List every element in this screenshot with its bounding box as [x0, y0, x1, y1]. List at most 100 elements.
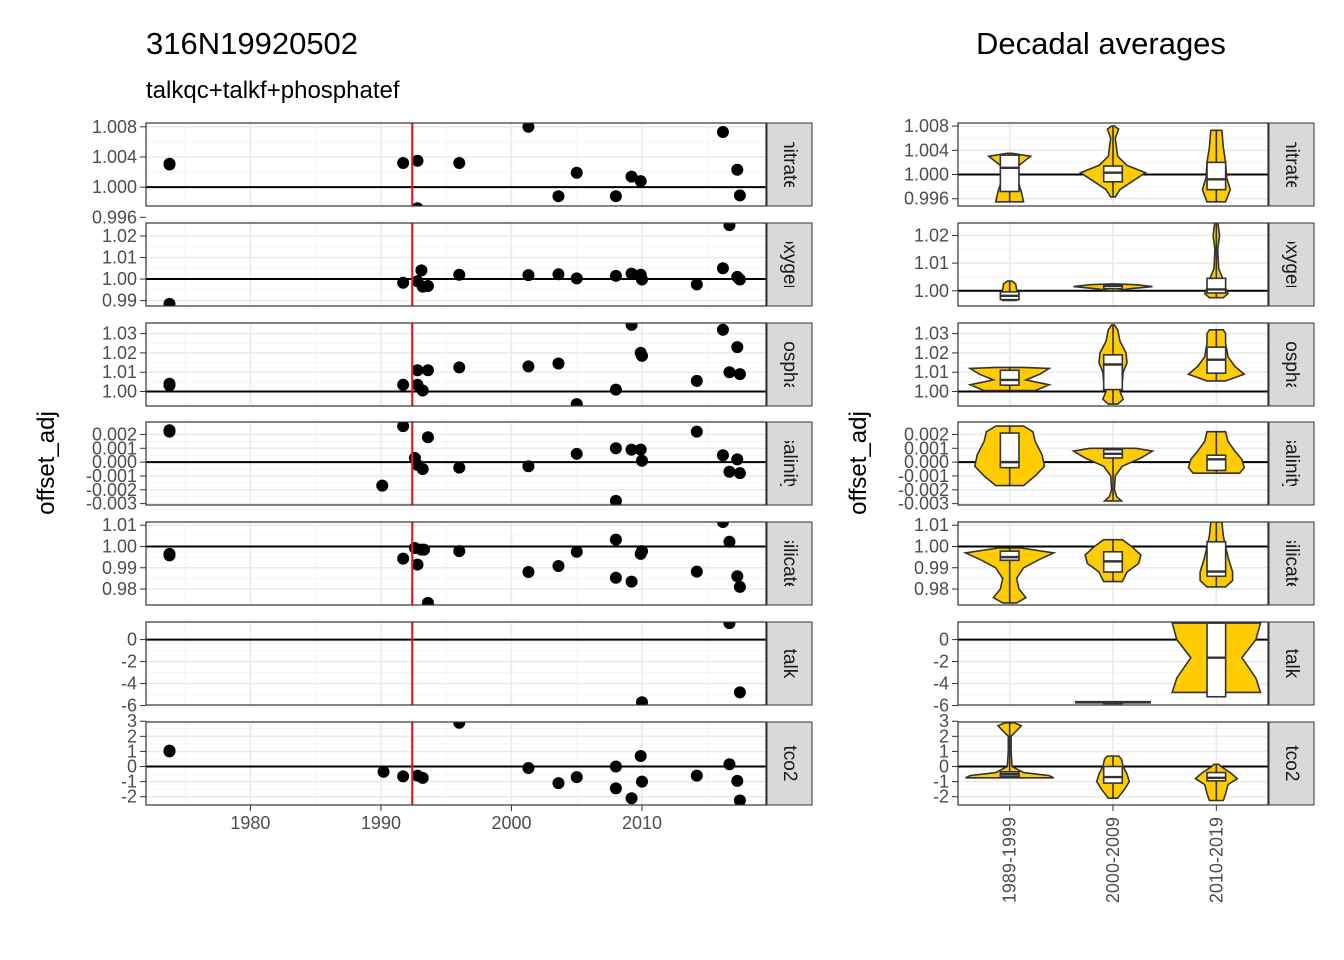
box-iqr: [1206, 622, 1227, 698]
data-point: [397, 770, 410, 783]
facet-strip-right-4: [1268, 521, 1315, 606]
data-point: [690, 278, 703, 291]
data-point: [733, 368, 746, 381]
facet-strip-left-4: [766, 521, 813, 606]
data-point: [733, 686, 746, 699]
timeseries-panel-talk: -6-4-20 talk: [121, 621, 813, 716]
data-point: [411, 558, 424, 571]
facet-strip-label: salinity: [779, 434, 800, 493]
panel-border: [957, 122, 1269, 207]
facet-strip-left-6: [766, 721, 813, 806]
data-point: [625, 792, 638, 805]
data-point: [716, 522, 729, 528]
y-tick-label-right-0: 1.000: [904, 164, 949, 184]
y-tick-label-left-3: 0.001: [92, 438, 137, 458]
data-point: [421, 364, 434, 377]
facet-strip-label: nitrate: [1281, 138, 1302, 191]
data-point: [625, 323, 638, 331]
panel-border: [957, 421, 1269, 506]
data-point: [163, 745, 176, 758]
facet-strip-left-3: [766, 421, 813, 506]
panel-border: [957, 621, 1269, 706]
data-point: [570, 166, 583, 179]
y-tick-label-right-5: -4: [933, 674, 949, 694]
category-label-1989-1999: 1989-1999: [1000, 817, 1020, 903]
data-point: [625, 443, 638, 456]
data-point: [163, 157, 176, 170]
y-tick-label-right-2: 1.02: [914, 343, 949, 363]
y-tick-label-left-3: -0.003: [86, 494, 137, 514]
y-tick-label-left-4: 1.00: [102, 536, 137, 556]
timeseries-panel-silicate: 0.980.991.001.01 silicate: [102, 515, 813, 606]
facet-strip-right-0: [1268, 122, 1315, 207]
panel-border: [145, 521, 767, 606]
data-point: [453, 361, 466, 374]
data-point: [609, 533, 622, 546]
y-tick-label-left-3: 0.002: [92, 424, 137, 444]
data-point: [731, 163, 744, 176]
y-tick-label-left-2: 1.00: [102, 382, 137, 402]
y-tick-label-right-6: -1: [933, 772, 949, 792]
facet-strip-label: tco2: [779, 746, 800, 782]
y-tick-label-right-2: 1.00: [914, 382, 949, 402]
panel-border: [145, 421, 767, 506]
violins: [973, 425, 1246, 502]
y-tick-label-left-6: -2: [121, 787, 137, 807]
y-tick-label-right-0: 0.996: [904, 189, 949, 209]
y-tick-label-right-3: 0.002: [904, 424, 949, 444]
data-point: [609, 190, 622, 203]
data-point: [716, 449, 729, 462]
box-iqr: [1206, 277, 1227, 294]
violin-panel-phosphate: 1.001.011.021.03 phosphate: [914, 320, 1315, 409]
y-tick-label-right-3: -0.002: [898, 480, 949, 500]
timeseries-panel-phosphate: 1.001.011.021.03 phosphate: [102, 322, 813, 407]
y-tick-label-left-6: 3: [127, 711, 137, 731]
facet-strip-right-6: [1268, 721, 1315, 806]
facet-strip-left-2: [766, 322, 813, 407]
data-point: [609, 760, 622, 773]
y-tick-label-right-3: -0.003: [898, 494, 949, 514]
data-point: [731, 341, 744, 354]
box-iqr: [1102, 765, 1124, 784]
data-point: [397, 276, 410, 289]
data-point: [609, 383, 622, 396]
data-point: [522, 460, 535, 473]
box-iqr: [1206, 454, 1227, 472]
y-tick-label-right-4: 0.98: [914, 579, 949, 599]
left-chart-title: 316N19920502: [146, 26, 358, 61]
data-point: [733, 273, 746, 286]
y-tick-label-right-1: 1.02: [914, 225, 949, 245]
data-point: [570, 447, 583, 460]
data-point: [609, 494, 622, 505]
data-point: [733, 189, 746, 202]
box-iqr: [1206, 161, 1227, 191]
y-tick-label-right-6: 3: [939, 711, 949, 731]
data-point: [552, 268, 565, 281]
box-iqr: [999, 550, 1020, 562]
left-chart-subtitle: talkqc+talkf+phosphatef: [146, 77, 400, 104]
data-point: [570, 272, 583, 285]
data-point: [376, 479, 389, 492]
data-point: [733, 467, 746, 480]
right-chart-title: Decadal averages: [976, 26, 1226, 61]
y-tick-label-left-1: 0.99: [102, 291, 137, 311]
data-point: [723, 210, 735, 222]
y-tick-label-right-4: 0.99: [914, 558, 949, 578]
y-tick-label-left-2: 1.01: [102, 362, 137, 382]
data-point: [416, 771, 429, 784]
data-point: [731, 453, 744, 466]
data-point: [552, 777, 565, 790]
data-point: [421, 596, 434, 605]
data-point: [723, 622, 736, 630]
data-point: [716, 323, 729, 336]
data-points: [163, 522, 746, 605]
y-tick-label-left-0: 1.000: [92, 177, 137, 197]
y-tick-label-left-2: 1.02: [102, 343, 137, 363]
facet-strip-label: phosphate: [1281, 320, 1302, 409]
facet-strip-left-5: [766, 621, 813, 706]
